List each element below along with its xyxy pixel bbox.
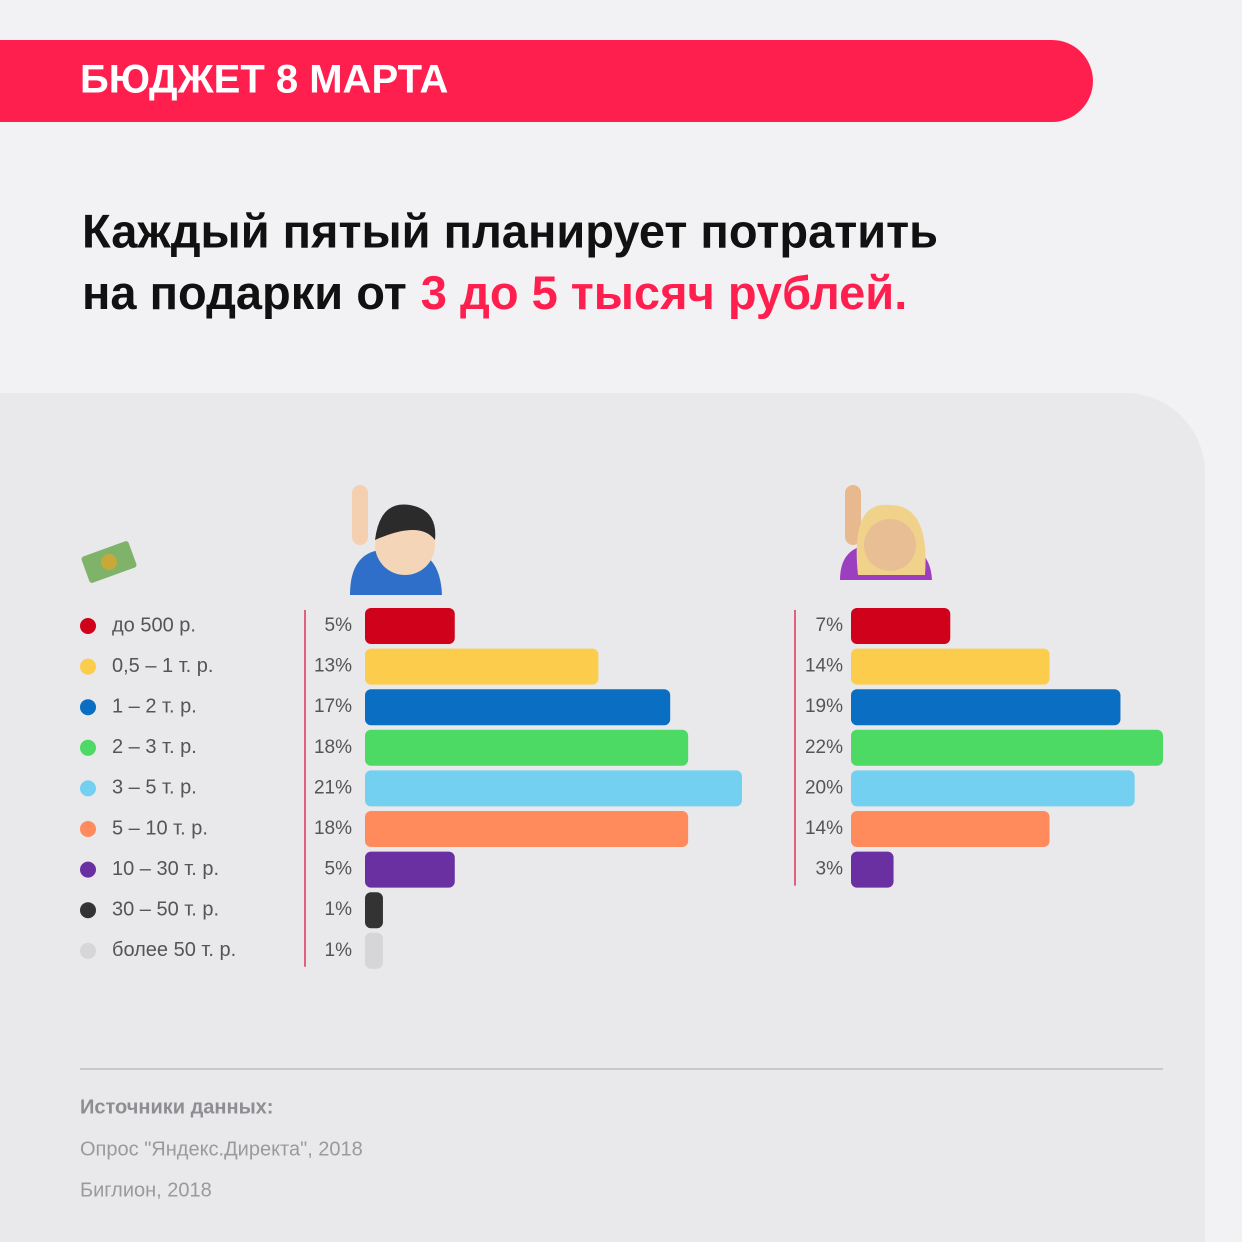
- value-label: 21%: [314, 777, 352, 798]
- legend-label: 30 – 50 т. р.: [112, 898, 219, 920]
- legend-dot: [80, 618, 96, 634]
- bar: [851, 729, 1163, 766]
- value-label: 1%: [325, 899, 353, 920]
- value-label: 17%: [314, 696, 352, 717]
- bar: [365, 892, 383, 929]
- value-label: 14%: [805, 818, 843, 839]
- value-label: 22%: [805, 737, 843, 758]
- value-label: 14%: [805, 656, 843, 677]
- bar: [365, 608, 455, 644]
- legend-dot: [80, 821, 96, 837]
- bar: [851, 811, 1050, 847]
- bar: [365, 811, 689, 847]
- legend-label: 0,5 – 1 т. р.: [112, 655, 213, 677]
- legend-label: более 50 т. р.: [112, 939, 236, 961]
- bar: [365, 689, 671, 726]
- value-label: 20%: [805, 777, 843, 798]
- legend-label: 1 – 2 т. р.: [112, 695, 197, 717]
- legend-dot: [80, 658, 96, 675]
- value-label: 5%: [325, 615, 353, 636]
- bar: [851, 851, 894, 888]
- bar: [851, 608, 951, 644]
- header-bar: [0, 40, 1093, 122]
- bar: [851, 648, 1050, 685]
- headline-text: на подарки от: [82, 266, 407, 319]
- value-label: 5%: [325, 859, 353, 880]
- bar: [851, 770, 1135, 807]
- bar: [851, 689, 1121, 726]
- header-title: БЮДЖЕТ 8 МАРТА: [80, 58, 448, 102]
- sources-title: Источники данных:: [80, 1096, 273, 1118]
- bar: [365, 851, 455, 888]
- legend-label: 2 – 3 т. р.: [112, 736, 197, 758]
- value-label: 3%: [816, 859, 844, 880]
- bar: [365, 932, 383, 969]
- bar: [365, 648, 599, 685]
- bar: [365, 770, 742, 807]
- value-label: 18%: [314, 737, 352, 758]
- value-label: 13%: [314, 656, 352, 677]
- legend-dot: [80, 699, 96, 716]
- legend-label: 5 – 10 т. р.: [112, 817, 208, 839]
- woman-icon: [840, 485, 932, 580]
- legend-dot: [80, 739, 96, 756]
- value-label: 18%: [314, 818, 352, 839]
- legend-dot: [80, 780, 96, 797]
- headline-line: на подарки от 3 до 5 тысяч рублей.: [82, 266, 907, 319]
- source-item: Биглион, 2018: [80, 1179, 212, 1201]
- money-icon: [81, 541, 137, 583]
- man-icon: [350, 485, 442, 595]
- headline-highlight: 3 до 5 тысяч рублей.: [421, 266, 907, 319]
- legend-dot: [80, 861, 96, 878]
- legend-dot: [80, 902, 96, 919]
- legend-dot: [80, 942, 96, 959]
- legend-label: до 500 р.: [112, 614, 196, 636]
- value-label: 1%: [325, 940, 353, 961]
- legend-label: 10 – 30 т. р.: [112, 858, 219, 880]
- value-label: 7%: [816, 615, 844, 636]
- headline-line: Каждый пятый планирует потратить: [82, 204, 938, 257]
- source-item: Опрос "Яндекс.Директа", 2018: [80, 1138, 363, 1160]
- legend-label: 3 – 5 т. р.: [112, 777, 197, 799]
- bar: [365, 729, 689, 766]
- value-label: 19%: [805, 696, 843, 717]
